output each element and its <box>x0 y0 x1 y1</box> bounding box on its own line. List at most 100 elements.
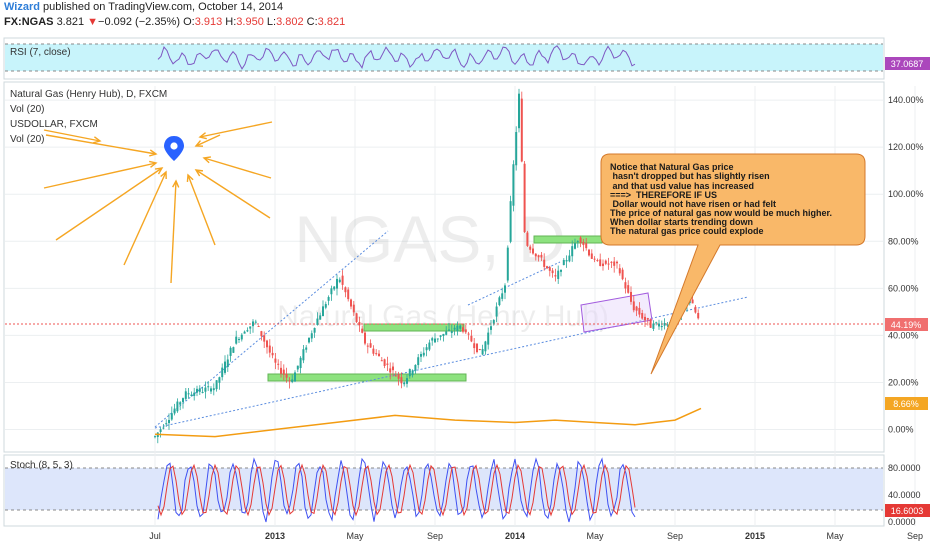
candle-body <box>207 386 210 388</box>
published-text: published on TradingView.com, October 14… <box>43 1 284 13</box>
author-name[interactable]: Wizard <box>4 1 40 13</box>
annotation-line: Dollar would not have risen or had felt <box>610 199 776 209</box>
candle-body <box>176 401 179 412</box>
candle-body <box>229 347 232 356</box>
candle-body <box>369 343 372 348</box>
open-label: O: <box>183 16 195 28</box>
candle-body <box>632 301 635 311</box>
annotation-callout[interactable] <box>600 153 866 375</box>
x-tick-label: Sep <box>907 531 923 541</box>
candle-body <box>327 297 330 301</box>
candle-body <box>481 349 484 355</box>
candle-body <box>607 263 610 265</box>
candle-body <box>618 268 621 274</box>
candle-body <box>442 333 445 337</box>
candle-body <box>523 163 526 232</box>
rsi-last-value: 37.0687 <box>891 59 924 69</box>
candle-body <box>422 352 425 356</box>
x-tick-label: May <box>346 531 364 541</box>
candle-body <box>509 201 512 242</box>
support-zone-1[interactable] <box>267 373 467 382</box>
x-tick-label: 2013 <box>265 531 285 541</box>
burst-arrow-head <box>194 169 204 177</box>
candle-body <box>344 287 347 293</box>
candle-body <box>380 360 383 362</box>
close-label: C: <box>306 16 318 28</box>
candle-body <box>204 387 207 392</box>
candle-body <box>630 291 632 302</box>
candle-body <box>579 237 582 243</box>
stoch-tick: 0.0000 <box>888 517 916 527</box>
candle-body <box>462 327 464 332</box>
candle-body <box>453 327 456 330</box>
time-axis: Jul 2013 May Sep 2014 May Sep 2015 May Sep <box>149 531 923 541</box>
candle-body <box>604 260 607 264</box>
candle-body <box>498 297 501 306</box>
open-value: 3.913 <box>194 16 223 28</box>
low-value: 3.802 <box>276 16 304 28</box>
candle-body <box>588 249 590 256</box>
burst-arrow <box>187 174 216 246</box>
candle-body <box>585 243 588 249</box>
candle-body <box>568 255 571 262</box>
candle-body <box>386 363 389 365</box>
stoch-tick: 80.0000 <box>888 463 921 473</box>
candle-body <box>215 380 218 390</box>
high-label: H: <box>225 16 237 28</box>
candle-body <box>212 388 215 391</box>
candle-body <box>456 325 459 332</box>
annotation-text: Notice that Natural Gas price hasn't dro… <box>610 162 832 236</box>
candle-body <box>341 275 344 285</box>
y-tick-label: 40.00% <box>888 330 919 340</box>
rsi-series <box>157 45 636 70</box>
low-label: L: <box>266 16 277 28</box>
candle-body <box>316 318 319 325</box>
candle-body <box>694 306 697 313</box>
candle-body <box>159 429 162 433</box>
consolidation-channel[interactable] <box>580 292 653 333</box>
candle-body <box>352 304 355 313</box>
x-tick-label: 2015 <box>745 531 765 541</box>
candle-body <box>266 340 268 348</box>
burst-arrow-head <box>198 132 207 140</box>
candle-body <box>249 326 252 329</box>
candle-body <box>193 392 196 396</box>
candle-body <box>562 259 565 265</box>
candle-body <box>285 373 288 378</box>
candle-body <box>610 261 613 263</box>
candle-body <box>518 93 520 129</box>
candle-body <box>641 313 644 319</box>
candle-body <box>313 327 316 333</box>
y-tick-label: 20.00% <box>888 377 919 387</box>
candle-body <box>501 293 504 299</box>
candle-body <box>484 341 487 352</box>
candle-body <box>350 299 352 307</box>
candle-body <box>397 373 400 379</box>
burst-arrow <box>203 157 272 179</box>
candle-body <box>560 269 562 272</box>
usd-badge <box>885 397 928 410</box>
resistance-zone[interactable] <box>533 235 603 244</box>
candle-body <box>282 369 285 375</box>
candle-body <box>515 131 518 166</box>
candle-body <box>487 332 490 345</box>
upper-trend-line[interactable] <box>154 230 389 428</box>
usd-badge-value: 8.66% <box>893 399 919 409</box>
candle-body <box>243 331 246 334</box>
candle-body <box>280 367 282 374</box>
candle-body <box>624 282 627 289</box>
candle-body <box>646 318 649 320</box>
lower-trend-line[interactable] <box>154 296 749 429</box>
candle-body <box>187 393 190 395</box>
burst-arrow-head <box>160 170 167 180</box>
mid-trend-line[interactable] <box>467 261 561 306</box>
candle-body <box>333 286 336 290</box>
candle-body <box>596 260 599 262</box>
candle-body <box>459 325 462 329</box>
candle-body <box>470 335 473 342</box>
symbol-name[interactable]: FX:NGAS <box>4 16 54 28</box>
candle-body <box>277 363 280 365</box>
candle-body <box>294 372 296 382</box>
usdollar-series <box>154 407 702 438</box>
